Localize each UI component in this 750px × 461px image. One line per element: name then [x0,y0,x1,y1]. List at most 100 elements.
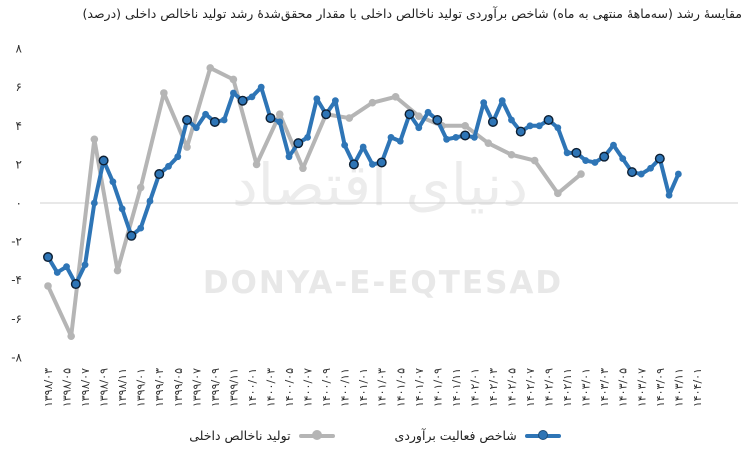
estimated-index-point [515,126,526,137]
gdp-point [160,89,168,97]
x-tick-label: ۱۴۰۰/۰۷ [302,368,315,407]
estimated-index-point [647,164,654,172]
estimated-index-point [582,157,590,164]
estimated-index-point [70,279,81,290]
x-tick-label: ۱۴۰۲/۱۱ [561,368,574,407]
x-tick-label: ۱۴۰۳/۰۹ [654,368,667,407]
x-tick-label: ۱۳۹۹/۰۱ [135,368,148,407]
x-tick-label: ۱۴۰۱/۱۱ [450,368,463,407]
legend-item-estimated-index: شاخص فعالیت برآوردی [395,428,561,443]
x-tick-label: ۱۴۰۳/۰۷ [635,368,648,407]
estimated-index-point [137,224,145,232]
estimated-index-point [257,83,265,91]
legend-swatch-blue [524,429,561,441]
estimated-index-point [554,124,562,132]
estimated-index-point [432,115,443,126]
x-tick-label: ۱۴۰۰/۰۹ [320,368,333,407]
y-tick-label: ۴ [16,119,22,133]
estimated-index-point [154,169,165,180]
estimated-index-point [563,149,571,157]
estimated-index-point [535,122,543,130]
x-tick-label: ۱۴۰۱/۰۹ [431,368,444,407]
estimated-index-point [321,109,332,120]
x-tick-label: ۱۴۰۲/۰۷ [524,368,537,407]
x-tick-label: ۱۴۰۳/۰۱ [580,368,593,407]
estimated-index-point [43,252,54,263]
x-tick-label: ۱۴۰۰/۰۳ [264,368,277,407]
estimated-index-point [571,147,582,158]
y-tick-label: ۲ [16,157,22,171]
x-tick-label: ۱۴۰۳/۰۳ [598,368,611,407]
estimated-index-point [293,138,304,149]
x-tick-label: ۱۴۰۱/۰۵ [394,368,407,407]
x-tick-label: ۱۳۹۸/۱۱ [116,368,129,407]
estimated-index-point [543,115,554,126]
x-tick-label: ۱۴۰۲/۰۱ [468,368,481,407]
x-tick-label: ۱۴۰۲/۰۵ [506,368,519,407]
y-axis: -۸ -۶ -۴ -۲ ۰ ۲ ۴ ۶ ۸ [11,42,22,365]
estimated-index-point [174,153,182,161]
estimated-index-point [182,115,193,126]
y-tick-label: ۰ [16,196,22,210]
estimated-index-point [126,230,137,241]
estimated-index-point [98,155,109,166]
estimated-index-point [443,135,451,143]
x-tick-label: ۱۳۹۹/۱۱ [227,368,240,407]
estimated-index-point [359,143,367,151]
gdp-point [554,189,562,198]
estimated-index-point [276,118,284,126]
gdp-point [484,139,493,147]
y-tick-label: -۸ [11,350,22,364]
estimated-index-point [654,153,665,164]
gdp-point [44,282,52,290]
y-tick-label: -۲ [11,235,22,249]
gdp-point [90,135,99,144]
x-tick-label: ۱۴۰۱/۰۱ [357,368,370,407]
estimated-index-point [376,157,387,168]
estimated-index-point [90,199,98,207]
x-tick-label: ۱۴۰۱/۰۷ [413,368,426,407]
estimated-index-point [637,170,645,178]
estimated-index-point [460,130,471,141]
gdp-point [275,110,284,119]
gdp-point [530,156,539,165]
estimated-index-point [165,162,172,170]
estimated-index-point [220,116,228,124]
estimated-index-point [109,178,117,186]
gdp-point [415,112,423,120]
x-axis: ۱۳۹۸/۰۳ ۱۳۹۸/۰۵ ۱۳۹۸/۰۷ ۱۳۹۸/۰۹ ۱۳۹۸/۱۱ ۱۳۹۹/… [42,368,704,407]
estimated-index-point [209,116,220,127]
chart-title: مقایسهٔ رشد (سه‌ماههٔ منتهی به ماه) شاخص… [82,6,743,21]
estimated-index-point [610,141,617,149]
estimated-index-point [304,133,311,141]
estimated-index-point [265,113,276,124]
series-gdp [44,64,585,340]
y-tick-label: ۸ [16,42,23,56]
estimated-index-point [146,197,154,205]
gdp-point [113,266,122,275]
gdp-point [229,75,238,84]
x-tick-label: ۱۴۰۲/۰۹ [543,368,556,407]
gdp-point [391,93,400,101]
x-tick-label: ۱۴۰۳/۱۱ [672,368,685,407]
estimated-index-point [480,99,488,107]
series-estimated-index [43,83,682,290]
legend-item-gdp: تولید ناخالص داخلی [189,428,335,443]
y-tick-label: ۶ [16,80,22,94]
estimated-index-point [348,159,359,170]
series-line-gdp [46,65,584,339]
x-tick-label: ۱۳۹۸/۰۳ [42,368,55,407]
x-tick-label: ۱۴۰۱/۰۳ [376,368,389,407]
estimated-index-point [452,133,460,141]
estimated-index-point [331,97,339,105]
gdp-point [206,64,215,72]
gdp-point [252,160,261,169]
gdp-point [577,170,585,178]
estimated-index-point [404,109,415,120]
estimated-index-point [118,205,126,213]
x-tick-label: ۱۴۰۰/۰۱ [246,368,259,407]
estimated-index-point [53,269,61,276]
gdp-point [183,143,191,151]
estimated-index-point [471,133,478,141]
